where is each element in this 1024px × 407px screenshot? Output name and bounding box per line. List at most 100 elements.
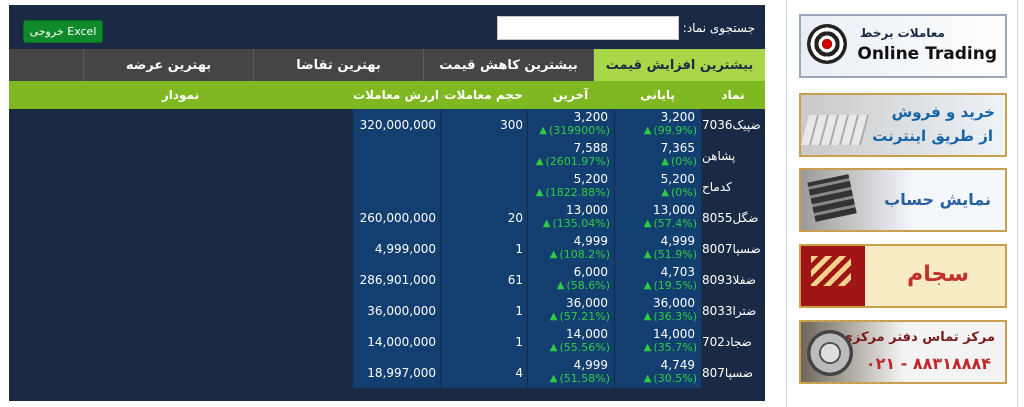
symbol-link[interactable]: ضسپا8007 <box>702 241 761 256</box>
symbol-link[interactable]: ضجاد702 <box>702 334 752 349</box>
header-last[interactable]: آخرین <box>552 88 589 102</box>
last-change: ▲ (108.2%) <box>550 248 610 261</box>
symbol-cell[interactable]: ضجاد702 <box>701 326 765 357</box>
symbol-link[interactable]: ضسپا807 <box>702 365 754 380</box>
last-price: 3,200 <box>573 110 608 124</box>
tab-best-bids[interactable]: بهترین تقاضا <box>253 49 423 81</box>
table-row[interactable]: ضسپا807 4,749 ▲ (30.5%) 4,999 ▲ (51.58%) 4 18,99… <box>9 357 765 388</box>
volume-cell: 300 <box>440 109 527 140</box>
banner-contact-center[interactable]: مرکز تماس دفتر مرکزی ۰۲۱ - ۸۸۳۱۸۸۸۴ <box>799 320 1007 384</box>
last-price: 6,000 <box>573 265 608 279</box>
table-row[interactable]: پشاهن 7,365 ▲ (0%) 7,588 ▲ (2601.97%) <box>9 140 765 171</box>
last-price: 4,999 <box>573 234 608 248</box>
chart-cell <box>9 357 352 388</box>
up-arrow-icon: ▲ <box>661 156 669 167</box>
tab-top-gainers[interactable]: بیشترین افزایش قیمت <box>593 49 765 81</box>
table-row[interactable]: ضپیک7036 3,200 ▲ (99.9%) 3,200 ▲ (319900%) 300 3… <box>9 109 765 140</box>
symbol-cell[interactable]: ضپیک7036 <box>701 109 765 140</box>
volume-value: 1 <box>515 303 523 318</box>
table-row[interactable]: ضگل8055 13,000 ▲ (57.4%) 13,000 ▲ (135.04%) 20 2… <box>9 202 765 233</box>
header-value[interactable]: ارزش معاملات <box>353 88 439 102</box>
close-price-cell: 5,200 ▲ (0%) <box>614 171 701 202</box>
table-row[interactable]: ضترا8033 36,000 ▲ (36.3%) 36,000 ▲ (57.21%) 1 36… <box>9 295 765 326</box>
header-volume[interactable]: حجم معاملات <box>444 88 523 102</box>
tab-bar: بیشترین افزایش قیمت بیشترین کاهش قیمت به… <box>9 49 765 81</box>
symbol-cell[interactable]: ضسپا8007 <box>701 233 765 264</box>
symbol-cell[interactable]: کدماح <box>701 171 765 202</box>
close-change-percent: (51.9%) <box>653 248 697 261</box>
close-change-percent: (57.4%) <box>653 217 697 230</box>
trade-value-cell: 36,000,000 <box>352 295 440 326</box>
up-arrow-icon: ▲ <box>535 187 544 198</box>
trade-value-cell: 260,000,000 <box>352 202 440 233</box>
trade-value-cell <box>352 140 440 171</box>
last-change: ▲ (2601.97%) <box>536 155 610 168</box>
symbol-cell[interactable]: پشاهن <box>701 140 765 171</box>
trade-value: 18,997,000 <box>367 365 436 380</box>
symbol-link[interactable]: ضفلا8093 <box>702 272 756 287</box>
symbol-cell[interactable]: ضسپا807 <box>701 357 765 388</box>
header-close[interactable]: پایانی <box>640 88 675 102</box>
sejam-logo-stripes <box>811 256 851 286</box>
last-price: 4,999 <box>573 358 608 372</box>
close-change: ▲ (0%) <box>661 186 697 199</box>
last-price-cell: 5,200 ▲ (1822.88%) <box>527 171 614 202</box>
close-change: ▲ (30.5%) <box>644 372 697 385</box>
symbol-cell[interactable]: ضترا8033 <box>701 295 765 326</box>
banner-contact-title: مرکز تماس دفتر مرکزی <box>840 330 995 345</box>
banner-sejam[interactable]: سجام <box>799 244 1007 308</box>
excel-export-button[interactable]: خروجی Excel <box>23 20 103 43</box>
up-arrow-icon: ▲ <box>643 373 652 384</box>
search-bar: جستجوی نماد: خروجی Excel <box>15 12 759 44</box>
banner-internet-trading[interactable]: خرید و فروش از طریق اینترنت <box>799 93 1007 157</box>
volume-cell <box>440 171 527 202</box>
last-price: 7,588 <box>573 141 608 155</box>
last-change-percent: (319900%) <box>548 124 610 137</box>
volume-value: 61 <box>507 272 523 287</box>
banner-account-view[interactable]: نمایش حساب <box>799 168 1007 232</box>
close-price: 4,749 <box>660 358 695 372</box>
tab-best-offers[interactable]: بهترین عرضه <box>83 49 253 81</box>
symbol-cell[interactable]: ضگل8055 <box>701 202 765 233</box>
chart-cell <box>9 264 352 295</box>
symbol-search-input[interactable] <box>497 16 679 40</box>
close-price-cell: 4,999 ▲ (51.9%) <box>614 233 701 264</box>
close-price-cell: 7,365 ▲ (0%) <box>614 140 701 171</box>
last-price: 5,200 <box>573 172 608 186</box>
symbol-link[interactable]: پشاهن <box>702 148 736 163</box>
chart-cell <box>9 140 352 171</box>
trade-value-cell: 14,000,000 <box>352 326 440 357</box>
last-price-cell: 4,999 ▲ (108.2%) <box>527 233 614 264</box>
table-row[interactable]: ضفلا8093 4,703 ▲ (19.5%) 6,000 ▲ (58.6%) 61 286,… <box>9 264 765 295</box>
last-change-percent: (2601.97%) <box>545 155 610 168</box>
up-arrow-icon: ▲ <box>643 125 652 136</box>
symbol-link[interactable]: ضترا8033 <box>702 303 757 318</box>
trade-value-cell: 286,901,000 <box>352 264 440 295</box>
close-change-percent: (30.5%) <box>653 372 697 385</box>
table-row[interactable]: ضجاد702 14,000 ▲ (35.7%) 14,000 ▲ (55.56%) 1 14,… <box>9 326 765 357</box>
banner-sidebar: معاملات برخط Online Trading خرید و فروش … <box>786 0 1018 407</box>
last-price-cell: 3,200 ▲ (319900%) <box>527 109 614 140</box>
close-change: ▲ (99.9%) <box>644 124 697 137</box>
close-price: 7,365 <box>660 141 695 155</box>
header-chart: نمودار <box>161 88 200 102</box>
table-row[interactable]: ضسپا8007 4,999 ▲ (51.9%) 4,999 ▲ (108.2%) 1 4,99… <box>9 233 765 264</box>
tab-top-losers[interactable]: بیشترین کاهش قیمت <box>423 49 593 81</box>
last-change-percent: (58.6%) <box>566 279 610 292</box>
last-price: 13,000 <box>566 203 608 217</box>
symbol-cell[interactable]: ضفلا8093 <box>701 264 765 295</box>
up-arrow-icon: ▲ <box>535 156 544 167</box>
banner-online-trading-subtitle: Online Trading <box>857 44 997 64</box>
close-change-percent: (36.3%) <box>653 310 697 323</box>
symbol-link[interactable]: ضپیک7036 <box>702 117 761 132</box>
symbol-link[interactable]: ضگل8055 <box>702 210 759 225</box>
header-symbol[interactable]: نماد <box>721 88 745 102</box>
banner-contact-phone: ۰۲۱ - ۸۸۳۱۸۸۸۴ <box>865 354 991 373</box>
close-change-percent: (0%) <box>670 186 697 199</box>
symbol-link[interactable]: کدماح <box>702 179 732 194</box>
banner-online-trading[interactable]: معاملات برخط Online Trading <box>799 14 1007 78</box>
trade-value: 260,000,000 <box>359 210 436 225</box>
table-row[interactable]: کدماح 5,200 ▲ (0%) 5,200 ▲ (1822.88%) <box>9 171 765 202</box>
volume-cell <box>440 140 527 171</box>
